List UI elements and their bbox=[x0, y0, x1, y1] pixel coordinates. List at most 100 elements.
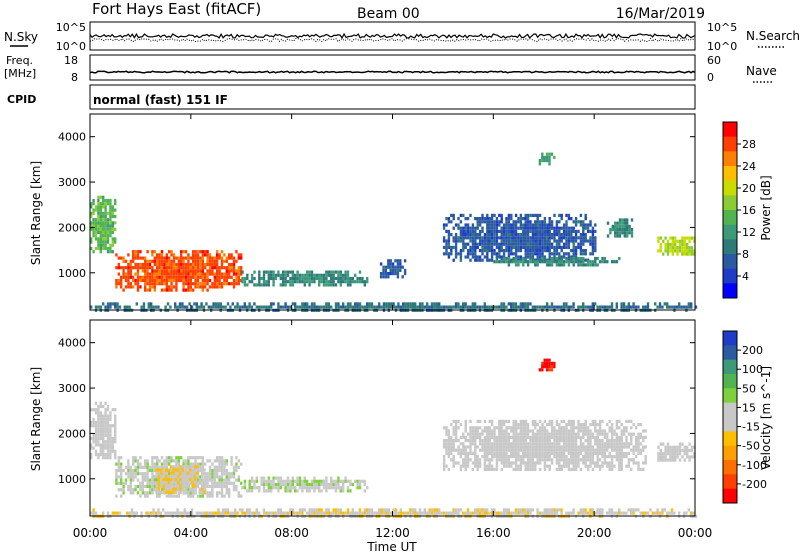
rti-cell bbox=[500, 242, 503, 246]
rti-cell bbox=[358, 508, 362, 512]
rti-cell bbox=[175, 282, 178, 286]
rti-cell bbox=[445, 451, 448, 455]
rti-cell bbox=[109, 211, 112, 215]
rti-cell bbox=[630, 305, 633, 309]
rti-cell bbox=[279, 276, 282, 281]
colorbar-tick-label: -15 bbox=[742, 421, 760, 434]
rti-cell bbox=[428, 508, 431, 512]
time-tick-label: 16:00 bbox=[476, 526, 511, 540]
rti-cell bbox=[514, 242, 518, 246]
rti-cell bbox=[637, 305, 640, 309]
rti-cell bbox=[495, 226, 499, 230]
rti-cell bbox=[522, 455, 525, 459]
rti-cell bbox=[255, 486, 259, 490]
rti-cell bbox=[186, 478, 189, 482]
rti-cell bbox=[550, 260, 554, 264]
rti-cell bbox=[204, 275, 207, 279]
rti-cell bbox=[488, 226, 491, 230]
rti-cell bbox=[670, 508, 674, 512]
rti-cell bbox=[330, 486, 333, 490]
rti-cell bbox=[289, 489, 292, 493]
rti-cell bbox=[488, 419, 491, 423]
rti-cell bbox=[546, 442, 549, 446]
rti-cell bbox=[555, 458, 559, 462]
rti-cell bbox=[560, 511, 563, 515]
rti-cell bbox=[687, 305, 690, 309]
rti-cell bbox=[92, 221, 95, 225]
rti-cell bbox=[555, 245, 559, 249]
rti-cell bbox=[681, 442, 684, 446]
rti-cell bbox=[538, 242, 542, 246]
rti-cell bbox=[391, 268, 395, 272]
rti-cell bbox=[144, 465, 147, 469]
rti-cell bbox=[466, 249, 470, 253]
rti-cell bbox=[495, 426, 499, 430]
rti-cell bbox=[237, 256, 240, 260]
rti-cell bbox=[106, 446, 110, 450]
rti-cell bbox=[676, 452, 679, 456]
rti-cell bbox=[213, 468, 216, 473]
rti-cell bbox=[538, 458, 542, 462]
rti-cell bbox=[174, 511, 177, 515]
rti-cell bbox=[519, 239, 523, 243]
rti-cell bbox=[435, 508, 438, 512]
rti-cell bbox=[199, 269, 202, 273]
rti-cell bbox=[184, 266, 188, 270]
rti-cell bbox=[379, 272, 383, 276]
rti-cell bbox=[154, 511, 158, 515]
rti-cell bbox=[628, 231, 631, 235]
rti-cell bbox=[194, 269, 197, 273]
rti-cell bbox=[505, 245, 508, 249]
rti-cell bbox=[500, 245, 503, 249]
rti-cell bbox=[618, 461, 621, 465]
rti-cell bbox=[488, 458, 491, 462]
rti-cell bbox=[196, 278, 200, 283]
rti-cell bbox=[184, 478, 187, 482]
rti-cell bbox=[204, 272, 207, 276]
rti-cell bbox=[430, 508, 434, 512]
rti-cell bbox=[90, 240, 93, 244]
rti-cell bbox=[447, 432, 451, 436]
rti-cell bbox=[216, 472, 219, 476]
rti-cell bbox=[454, 252, 458, 256]
rti-cell bbox=[154, 305, 158, 309]
rti-cell bbox=[322, 482, 326, 487]
rti-cell bbox=[127, 462, 130, 466]
rti-cell bbox=[132, 468, 135, 473]
rti-cell bbox=[459, 448, 463, 452]
rti-cell bbox=[94, 221, 98, 225]
rti-cell bbox=[187, 269, 190, 273]
rti-cell bbox=[211, 282, 214, 286]
rti-cell bbox=[674, 239, 677, 243]
rti-cell bbox=[134, 266, 137, 270]
rti-cell bbox=[193, 471, 197, 475]
rti-cell bbox=[179, 478, 182, 482]
rti-cell bbox=[452, 461, 455, 465]
rti-cell bbox=[356, 305, 359, 309]
rti-cell bbox=[546, 305, 549, 309]
rti-cell bbox=[483, 220, 487, 224]
rti-cell bbox=[337, 508, 340, 512]
rti-cell bbox=[296, 482, 299, 487]
rti-cell bbox=[500, 435, 503, 439]
rti-cell bbox=[102, 511, 105, 515]
rti-cell bbox=[454, 249, 458, 253]
rti-cell bbox=[208, 272, 212, 276]
rti-cell bbox=[180, 259, 183, 263]
rti-cell bbox=[582, 455, 585, 459]
rti-cell bbox=[132, 266, 135, 270]
rti-cell bbox=[474, 252, 477, 256]
rti-cell bbox=[212, 305, 215, 309]
rti-cell bbox=[127, 484, 130, 489]
rti-cell bbox=[114, 433, 117, 437]
rti-cell bbox=[192, 259, 195, 263]
rti-cell bbox=[284, 280, 287, 284]
rti-cell bbox=[218, 491, 221, 495]
rti-cell bbox=[267, 276, 270, 281]
rti-cell bbox=[536, 255, 539, 259]
rti-cell bbox=[216, 468, 219, 473]
rti-cell bbox=[127, 253, 130, 257]
rti-cell bbox=[118, 305, 122, 309]
rti-cell bbox=[524, 432, 527, 436]
rti-cell bbox=[228, 253, 231, 257]
